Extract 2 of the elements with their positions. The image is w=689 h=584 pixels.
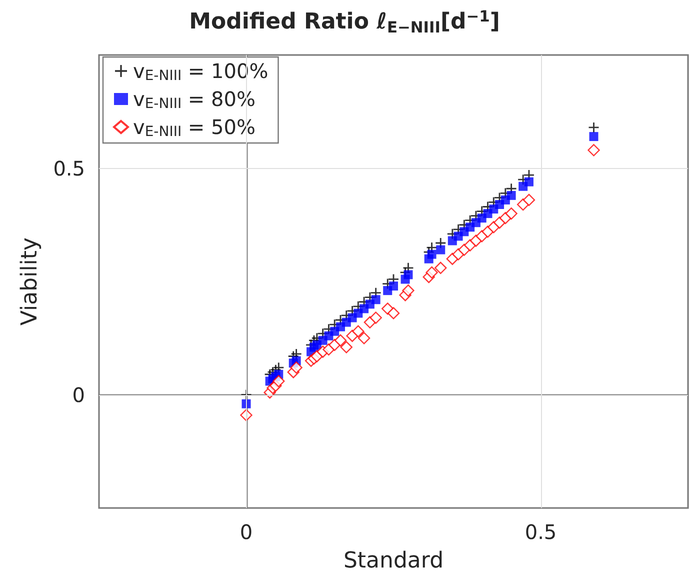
x-axis-title: Standard (343, 548, 444, 574)
y-axis-title: Viability (18, 237, 42, 326)
